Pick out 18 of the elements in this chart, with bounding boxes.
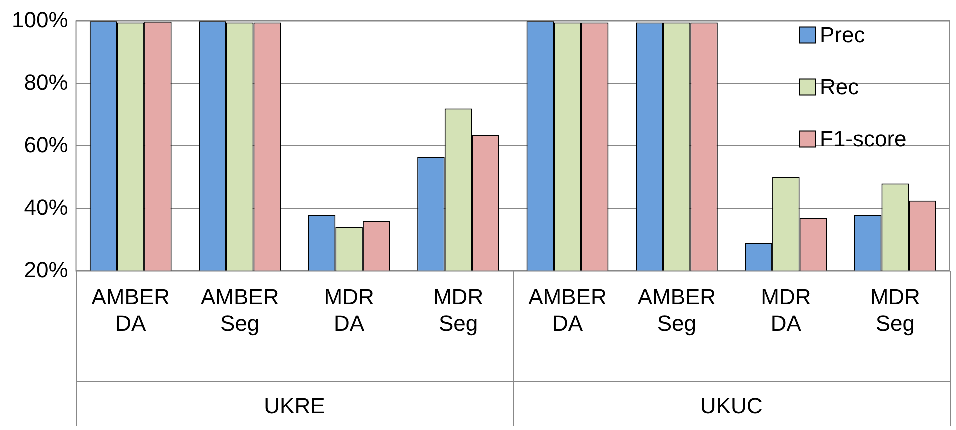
y-tick-label: 40% (24, 194, 68, 220)
x-tick-label: AMBER DA (92, 284, 170, 336)
x-tick-label: AMBER DA (528, 284, 607, 336)
text: UKRE (264, 393, 326, 418)
legend-label: F1-score (820, 126, 907, 152)
legend-label: Prec (820, 22, 866, 48)
legend-label: Rec (820, 74, 860, 100)
y-tick-label: 80% (24, 70, 68, 95)
x-tick-label: MDR DA (761, 284, 812, 336)
y-tick-label: 100% (12, 7, 68, 32)
x-tick-label: MDR Seg (870, 284, 920, 336)
x-tick-label: AMBER Seg (638, 284, 716, 336)
y-tick-label: 20% (24, 257, 68, 282)
x-tick-label: MDR Seg (433, 284, 484, 336)
text: UKUC (700, 393, 763, 418)
x-tick-label: AMBER Seg (200, 284, 280, 336)
y-tick-label: 60% (24, 132, 68, 158)
x-tick-label: MDR DA (324, 284, 374, 336)
